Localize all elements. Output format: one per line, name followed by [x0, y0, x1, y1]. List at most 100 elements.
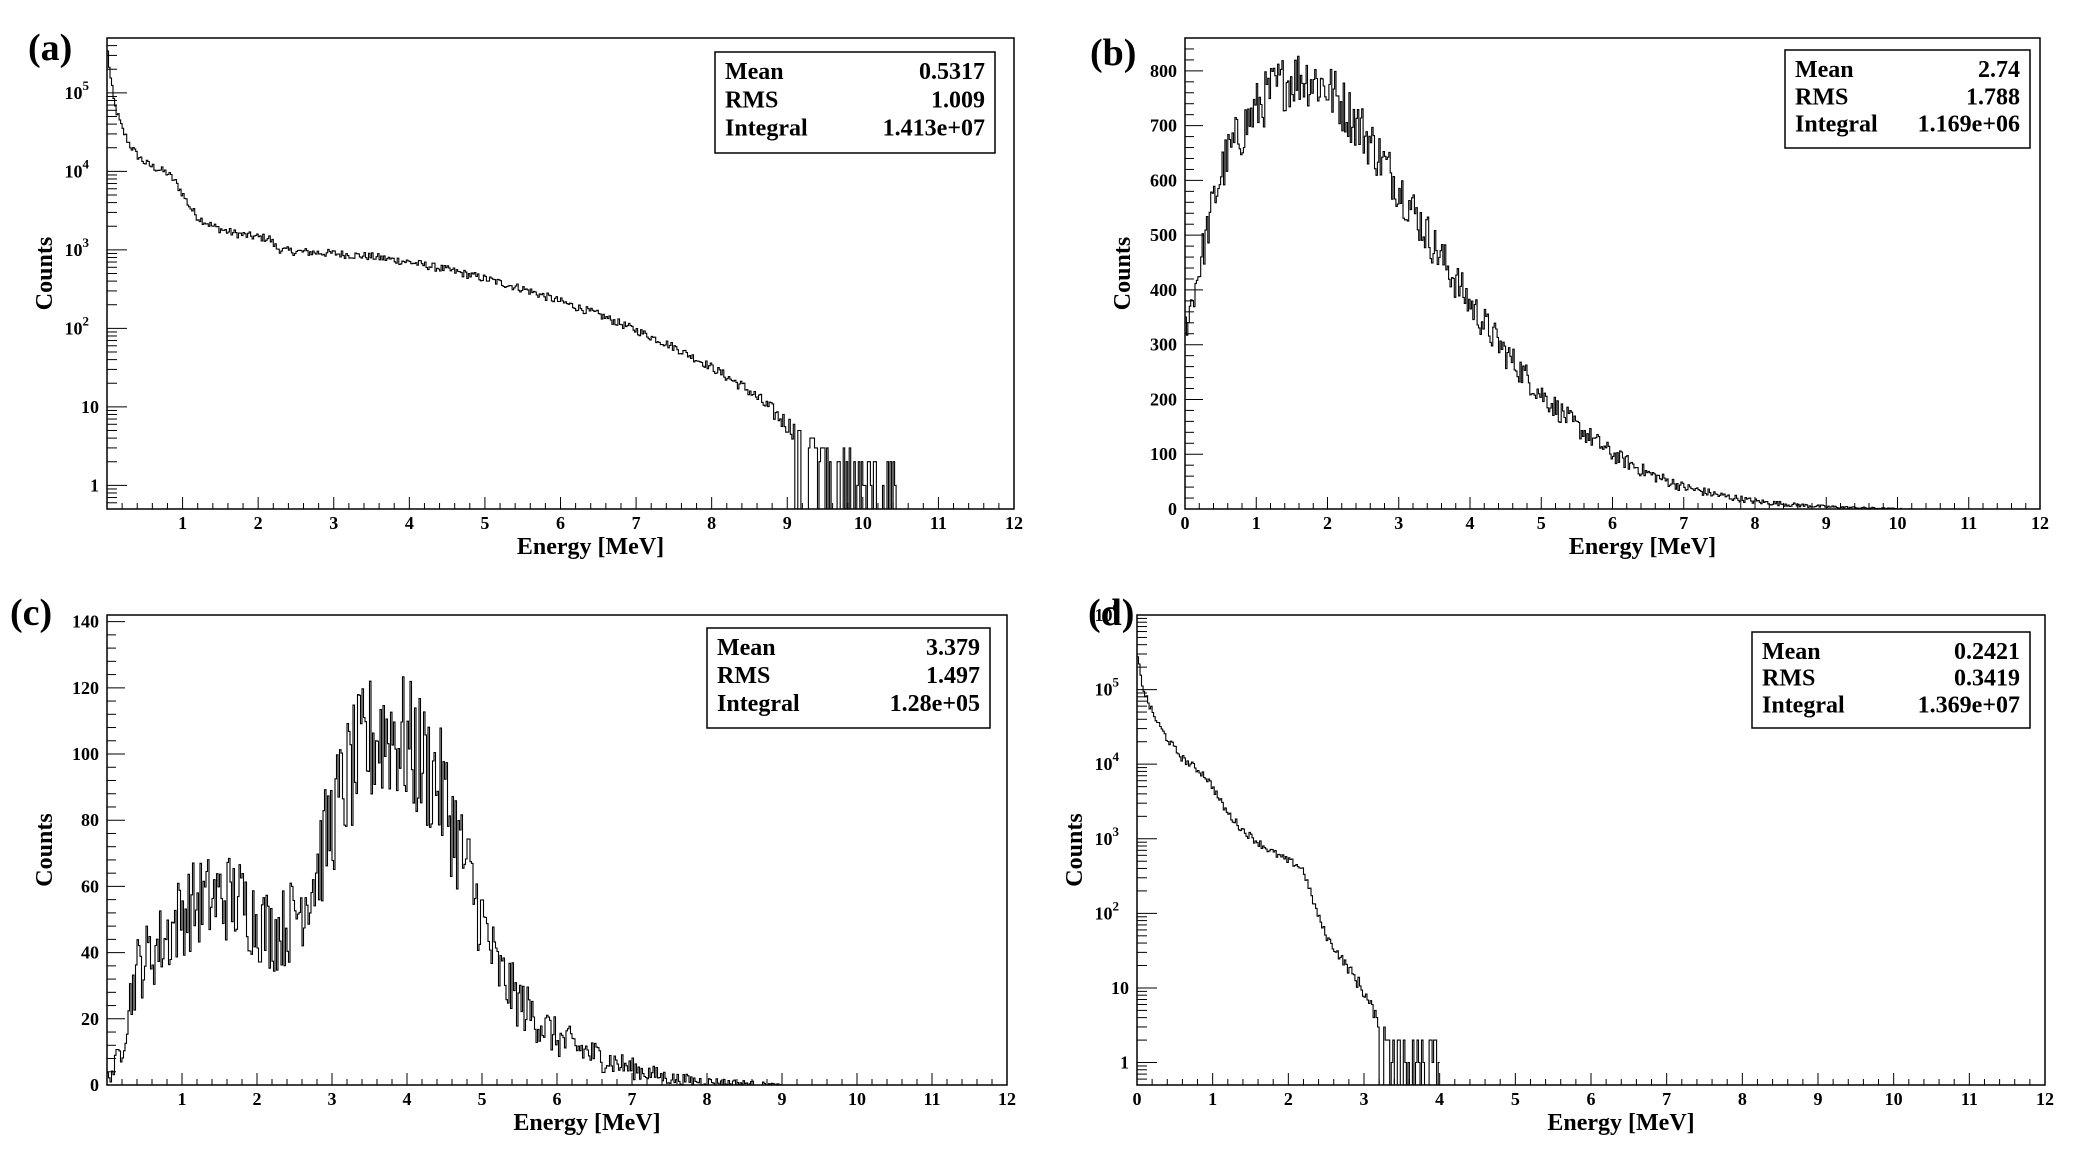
- y-tick-label: 10: [81, 397, 99, 417]
- x-tick-label: 4: [403, 1089, 412, 1109]
- stats-label: Mean: [1762, 639, 1821, 665]
- panel-label: (d): [1088, 592, 1134, 634]
- x-tick-label: 12: [2031, 513, 2049, 533]
- x-tick-label: 2: [1284, 1089, 1293, 1109]
- stats-label: Mean: [725, 59, 784, 85]
- x-tick-label: 8: [707, 513, 716, 533]
- x-tick-label: 6: [556, 513, 565, 533]
- x-tick-label: 11: [1960, 513, 1977, 533]
- x-tick-label: 10: [854, 513, 872, 533]
- x-tick-label: 9: [1822, 513, 1831, 533]
- x-tick-label: 2: [253, 1089, 262, 1109]
- x-tick-label: 11: [930, 513, 947, 533]
- stats-label: RMS: [1795, 84, 1848, 110]
- stats-value: 0.5317: [919, 59, 985, 85]
- y-tick-label: 1: [1120, 1053, 1129, 1073]
- stats-value: 1.369e+07: [1918, 692, 2020, 718]
- x-tick-label: 2: [254, 513, 263, 533]
- stats-value: 2.74: [1978, 57, 2020, 83]
- y-tick-label: 40: [81, 943, 99, 963]
- histogram-line: [107, 676, 782, 1086]
- x-tick-label: 7: [628, 1089, 637, 1109]
- stats-value: 0.2421: [1954, 639, 2020, 665]
- x-tick-label: 10: [848, 1089, 866, 1109]
- x-tick-label: 10: [1889, 513, 1907, 533]
- y-tick-exponent: 5: [1113, 675, 1120, 690]
- x-tick-label: 3: [1394, 513, 1403, 533]
- x-tick-label: 6: [1608, 513, 1617, 533]
- x-tick-label: 9: [783, 513, 792, 533]
- panel-label: (c): [10, 592, 52, 634]
- stats-value: 1.28e+05: [890, 691, 980, 717]
- x-tick-label: 2: [1323, 513, 1332, 533]
- stats-label: RMS: [725, 87, 778, 113]
- x-tick-label: 3: [1360, 1089, 1369, 1109]
- x-tick-label: 0: [1133, 1089, 1142, 1109]
- x-tick-label: 3: [329, 513, 338, 533]
- stats-value: 1.497: [926, 663, 980, 689]
- x-tick-label: 4: [1466, 513, 1475, 533]
- stats-label: Integral: [717, 691, 800, 717]
- y-tick-label: 100: [72, 744, 99, 764]
- x-tick-label: 9: [1814, 1089, 1823, 1109]
- y-tick-label: 0: [1168, 499, 1177, 519]
- y-tick-exponent: 6: [1113, 600, 1120, 615]
- chart-panel-b: (b)0 1 2 3 4 5 6 7 8 9 10 11 12010020030040050060070…: [1090, 32, 2049, 560]
- x-axis-title: Energy [MeV]: [517, 534, 664, 560]
- x-tick-label: 12: [998, 1089, 1016, 1109]
- x-tick-label: 5: [1537, 513, 1546, 533]
- y-tick-label: 300: [1150, 335, 1177, 355]
- stats-value: 1.788: [1966, 84, 2020, 110]
- x-tick-label: 5: [480, 513, 489, 533]
- x-tick-label: 12: [1005, 513, 1023, 533]
- x-tick-label: 0: [1181, 513, 1190, 533]
- y-tick-label: 600: [1150, 170, 1177, 190]
- stats-label: Integral: [1762, 692, 1845, 718]
- x-axis-title: Energy [MeV]: [1569, 534, 1716, 560]
- chart-panel-d: (d)0 1 2 3 4 5 6 7 8 9 10 11 12110102103104105106Ene…: [1062, 592, 2054, 1136]
- y-tick-label: 800: [1150, 61, 1177, 81]
- x-tick-label: 6: [1587, 1089, 1596, 1109]
- y-tick-label: 200: [1150, 389, 1177, 409]
- x-tick-label: 4: [405, 513, 414, 533]
- x-tick-label: 7: [632, 513, 641, 533]
- y-tick-exponent: 5: [83, 78, 90, 93]
- stats-box: [706, 627, 991, 729]
- x-tick-label: 9: [778, 1089, 787, 1109]
- stats-box: [714, 51, 996, 154]
- y-tick-label: 120: [72, 678, 99, 698]
- stats-label: RMS: [1762, 666, 1815, 692]
- x-tick-label: 1: [178, 513, 187, 533]
- stats-label: Integral: [1795, 112, 1878, 138]
- y-tick-label: 140: [72, 612, 99, 632]
- y-tick-label: 100: [1150, 444, 1177, 464]
- y-tick-exponent: 3: [1113, 824, 1120, 839]
- stats-value: 1.009: [931, 87, 985, 113]
- y-tick-label: 0: [90, 1075, 99, 1095]
- histogram-line: [107, 50, 901, 510]
- x-tick-label: 8: [1751, 513, 1760, 533]
- stats-label: RMS: [717, 663, 770, 689]
- x-tick-label: 5: [1511, 1089, 1520, 1109]
- x-tick-label: 12: [2036, 1089, 2054, 1109]
- x-tick-label: 11: [1961, 1089, 1978, 1109]
- y-axis-title: Counts: [1110, 237, 1136, 310]
- x-tick-label: 11: [923, 1089, 940, 1109]
- y-tick-label: 400: [1150, 280, 1177, 300]
- x-tick-label: 6: [553, 1089, 562, 1109]
- panel-label: (b): [1090, 32, 1136, 74]
- x-tick-label: 5: [478, 1089, 487, 1109]
- x-tick-label: 10: [1885, 1089, 1903, 1109]
- histogram-line: [1137, 656, 1440, 1086]
- y-tick-exponent: 4: [83, 156, 90, 171]
- x-tick-label: 8: [1738, 1089, 1747, 1109]
- y-axis-title: Counts: [32, 237, 58, 310]
- y-axis-title: Counts: [32, 813, 58, 886]
- y-tick-label: 20: [81, 1009, 99, 1029]
- stats-value: 3.379: [926, 635, 980, 661]
- x-tick-label: 4: [1435, 1089, 1444, 1109]
- stats-label: Mean: [1795, 57, 1854, 83]
- y-tick-label: 60: [81, 876, 99, 896]
- x-tick-label: 1: [178, 1089, 187, 1109]
